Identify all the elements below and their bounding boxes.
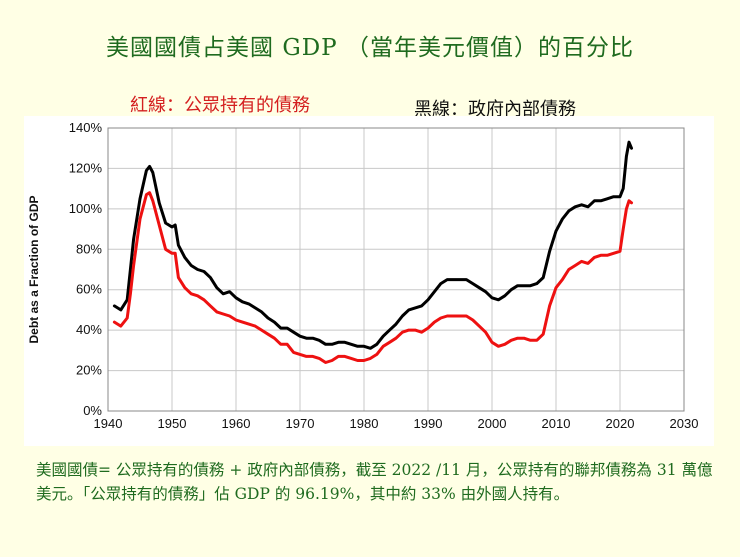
x-tick-label: 1980 — [350, 416, 379, 431]
plot-frame — [107, 127, 685, 412]
footnote: 美國國債= 公眾持有的債務 + 政府內部債務，截至 2022 /11 月，公眾持… — [36, 461, 713, 503]
x-tick-label: 2000 — [478, 416, 507, 431]
x-tick-label: 1940 — [94, 416, 123, 431]
y-tick-label: 120% — [69, 160, 103, 175]
y-tick-label: 20% — [76, 363, 102, 378]
x-tick-label: 1950 — [158, 416, 187, 431]
y-tick-label: 0% — [83, 403, 102, 418]
y-tick-label: 80% — [76, 241, 102, 256]
chart-panel: 0% 20% 40% 60% 80% 100% 120% 140% 1940 1950 1960 19… — [24, 116, 714, 446]
x-tick-label: 1970 — [286, 416, 315, 431]
y-axis-label: Debt as a Fraction of GDP — [27, 195, 41, 343]
x-tick-label: 2020 — [606, 416, 635, 431]
y-tick-label: 60% — [76, 282, 102, 297]
series-line-intragovernmental-debt — [112, 140, 633, 350]
debt-gdp-line-chart: 0% 20% 40% 60% 80% 100% 120% 140% 1940 1950 1960 19… — [27, 120, 699, 431]
x-tick-label: 2030 — [670, 416, 699, 431]
y-tick-label: 100% — [69, 201, 103, 216]
legend-black-line: 黑線：政府內部債務 — [414, 99, 576, 120]
series-line-public-debt — [112, 191, 633, 364]
y-tick-label: 40% — [76, 322, 102, 337]
x-tick-label: 1960 — [222, 416, 251, 431]
legend-red-line: 紅線：公眾持有的債務 — [130, 95, 310, 116]
x-tick-label: 1990 — [414, 416, 443, 431]
x-tick-label: 2010 — [542, 416, 571, 431]
y-tick-label: 140% — [69, 120, 103, 135]
slide-title: 美國國債占美國 GDP （當年美元價值）的百分比 — [106, 35, 634, 61]
